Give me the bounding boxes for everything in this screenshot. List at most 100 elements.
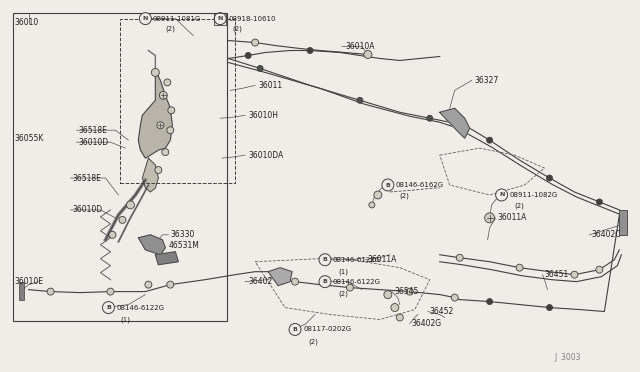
- Circle shape: [159, 92, 167, 99]
- Text: 08918-10610: 08918-10610: [228, 16, 276, 22]
- Circle shape: [167, 281, 174, 288]
- Text: 36452: 36452: [430, 307, 454, 316]
- Circle shape: [102, 302, 115, 314]
- Circle shape: [596, 266, 603, 273]
- Circle shape: [516, 264, 523, 271]
- Text: 36011A: 36011A: [498, 214, 527, 222]
- Circle shape: [456, 254, 463, 261]
- Text: 36010DA: 36010DA: [248, 151, 284, 160]
- Text: 36011A: 36011A: [368, 255, 397, 264]
- Circle shape: [292, 278, 298, 285]
- Circle shape: [157, 122, 164, 129]
- Circle shape: [406, 288, 413, 295]
- Text: 36402G: 36402G: [412, 319, 442, 328]
- Circle shape: [384, 291, 392, 299]
- Circle shape: [484, 213, 495, 223]
- Circle shape: [252, 39, 259, 46]
- Text: 36327: 36327: [475, 76, 499, 85]
- Text: 36518E: 36518E: [72, 173, 101, 183]
- Text: N: N: [143, 16, 148, 21]
- Circle shape: [109, 231, 116, 238]
- Circle shape: [119, 217, 126, 223]
- Circle shape: [155, 167, 162, 174]
- Circle shape: [571, 271, 578, 278]
- Text: (2): (2): [400, 193, 410, 199]
- Circle shape: [47, 288, 54, 295]
- Text: B: B: [385, 183, 390, 187]
- Text: N: N: [218, 16, 223, 21]
- Circle shape: [127, 201, 134, 209]
- Text: (2): (2): [165, 25, 175, 32]
- Text: 36402: 36402: [248, 277, 273, 286]
- Text: 08146-6122G: 08146-6122G: [333, 257, 381, 263]
- Circle shape: [307, 48, 313, 54]
- Text: 36010D: 36010D: [79, 138, 109, 147]
- Circle shape: [396, 314, 403, 321]
- Text: 36402C: 36402C: [591, 230, 621, 239]
- Bar: [214, 13, 226, 25]
- Text: 46531M: 46531M: [168, 241, 199, 250]
- Circle shape: [369, 202, 375, 208]
- Bar: [620, 210, 627, 235]
- Circle shape: [382, 179, 394, 191]
- Bar: [120, 19, 235, 183]
- Text: B: B: [106, 305, 111, 310]
- Circle shape: [289, 324, 301, 336]
- Text: (2): (2): [308, 338, 318, 345]
- Text: 36010D: 36010D: [72, 205, 102, 214]
- Circle shape: [145, 281, 152, 288]
- Text: 36330: 36330: [170, 230, 195, 239]
- Text: 36010A: 36010A: [345, 42, 374, 51]
- Circle shape: [364, 51, 372, 58]
- Bar: [13, 13, 227, 321]
- Circle shape: [140, 13, 152, 25]
- Circle shape: [245, 52, 251, 58]
- Circle shape: [319, 276, 331, 288]
- Circle shape: [167, 127, 174, 134]
- Circle shape: [162, 149, 169, 155]
- Circle shape: [214, 13, 226, 25]
- Polygon shape: [138, 235, 165, 255]
- Circle shape: [547, 175, 552, 181]
- Circle shape: [346, 284, 353, 291]
- Circle shape: [451, 294, 458, 301]
- Circle shape: [596, 199, 602, 205]
- Text: 08117-0202G: 08117-0202G: [303, 327, 351, 333]
- Polygon shape: [440, 108, 470, 138]
- Text: 36518E: 36518E: [79, 126, 108, 135]
- Circle shape: [168, 107, 175, 114]
- Text: 36451: 36451: [545, 270, 569, 279]
- Circle shape: [495, 189, 508, 201]
- Text: B: B: [292, 327, 298, 332]
- Text: 08911-1081G: 08911-1081G: [152, 16, 201, 22]
- Text: (2): (2): [338, 291, 348, 297]
- Circle shape: [152, 68, 159, 76]
- Circle shape: [319, 254, 331, 266]
- Polygon shape: [156, 252, 179, 265]
- Text: 08146-6162G: 08146-6162G: [396, 182, 444, 188]
- Circle shape: [427, 115, 433, 121]
- Circle shape: [107, 288, 114, 295]
- Circle shape: [164, 79, 171, 86]
- Text: (1): (1): [338, 269, 348, 275]
- Text: J  3003: J 3003: [554, 353, 581, 362]
- Polygon shape: [138, 70, 172, 158]
- Polygon shape: [142, 158, 158, 192]
- Text: N: N: [499, 192, 504, 198]
- Text: B: B: [323, 279, 328, 284]
- Circle shape: [547, 305, 552, 311]
- Circle shape: [486, 299, 493, 305]
- Text: B: B: [323, 257, 328, 262]
- Text: 08146-6122G: 08146-6122G: [333, 279, 381, 285]
- Text: 36010E: 36010E: [15, 277, 44, 286]
- Circle shape: [357, 97, 363, 103]
- Circle shape: [486, 137, 493, 143]
- Text: 36055K: 36055K: [15, 134, 44, 143]
- Circle shape: [257, 65, 263, 71]
- Bar: [19, 282, 24, 299]
- Polygon shape: [268, 268, 292, 286]
- Text: 36545: 36545: [395, 287, 419, 296]
- Circle shape: [391, 304, 399, 311]
- Text: (2): (2): [515, 203, 524, 209]
- Text: 08146-6122G: 08146-6122G: [116, 305, 164, 311]
